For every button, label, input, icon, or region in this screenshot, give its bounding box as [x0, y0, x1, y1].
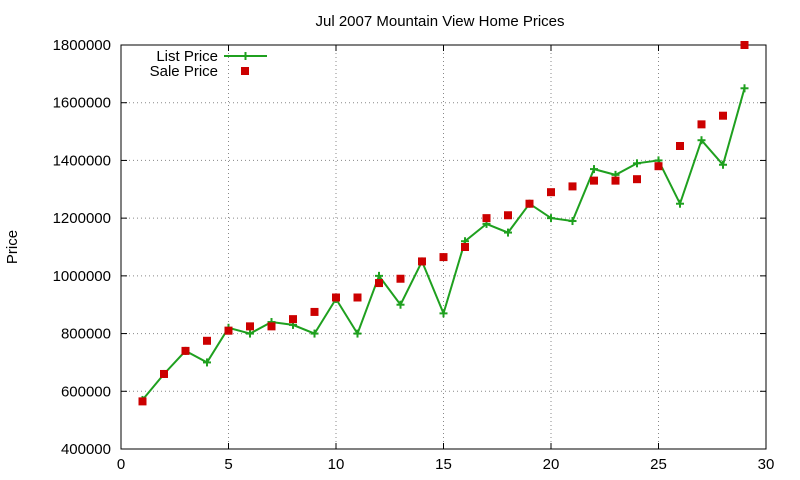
- sale-price-point: [740, 41, 749, 49]
- sale-price-point: [654, 162, 663, 171]
- sale-price-point: [568, 182, 577, 191]
- sale-price-point: [676, 142, 684, 150]
- sale-price-point: [396, 274, 405, 283]
- y-axis-label: Price: [4, 230, 21, 264]
- y-tick-label: 600000: [61, 383, 111, 400]
- list-price-point: [633, 159, 641, 168]
- sale-price-point: [590, 176, 598, 185]
- sale-price-point: [267, 322, 276, 331]
- list-price-point: [590, 165, 598, 174]
- sale-price-point: [289, 315, 297, 324]
- series-layer: [138, 41, 749, 406]
- sale-price-point: [611, 176, 620, 185]
- sale-price-point: [482, 214, 491, 223]
- sale-price-point: [224, 326, 233, 335]
- list-price-point: [547, 214, 555, 223]
- list-price-point: [375, 271, 383, 280]
- list-price-point: [740, 84, 749, 93]
- x-tick-label: 30: [758, 456, 775, 473]
- y-tick-label: 1600000: [53, 95, 111, 112]
- chart-title: Jul 2007 Mountain View Home Prices: [315, 13, 564, 30]
- sale-price-point: [332, 293, 340, 302]
- legend-swatch-sale-price: [241, 67, 249, 75]
- sale-price-point: [353, 293, 362, 302]
- x-tick-label: 15: [435, 456, 452, 473]
- sale-price-point: [525, 199, 534, 208]
- list-price-point: [719, 160, 727, 169]
- x-tick-label: 5: [224, 456, 232, 473]
- sale-price-point: [439, 253, 448, 262]
- y-tick-label: 400000: [61, 441, 111, 458]
- sale-price-point: [160, 369, 168, 378]
- y-tick-label: 1000000: [53, 268, 111, 285]
- list-price-point: [310, 329, 319, 338]
- y-tick-label: 1400000: [53, 152, 111, 169]
- list-price-point: [396, 300, 405, 309]
- sale-price-point: [375, 279, 383, 288]
- sale-price-point: [461, 243, 469, 251]
- sale-price-point: [138, 397, 147, 406]
- axis-ticks: 0 5 10 15 20 25 30 400000 600000 800000 1000000 120…: [53, 37, 775, 473]
- sale-price-point: [633, 175, 641, 184]
- x-tick-label: 20: [543, 456, 560, 473]
- sale-price-point: [418, 257, 426, 266]
- list-price-point: [353, 329, 362, 338]
- legend: List Price Sale Price: [150, 48, 267, 80]
- y-tick-label: 800000: [61, 326, 111, 343]
- list-price-point: [504, 228, 512, 237]
- sale-price-point: [181, 346, 190, 355]
- x-tick-label: 0: [117, 456, 125, 473]
- sale-price-point: [310, 307, 319, 316]
- list-price-point: [246, 329, 254, 338]
- x-tick-label: 10: [328, 456, 345, 473]
- y-tick-label: 1200000: [53, 210, 111, 227]
- x-tick-label: 25: [650, 456, 667, 473]
- sale-price-point: [719, 111, 727, 120]
- grid-lines: [121, 45, 766, 449]
- y-tick-label: 1800000: [53, 37, 111, 54]
- list-price-point: [676, 199, 684, 208]
- list-price-point: [439, 309, 448, 318]
- list-price-point: [697, 136, 706, 145]
- legend-label-list-price: List Price: [156, 48, 218, 65]
- sale-price-point: [246, 322, 254, 331]
- legend-label-sale-price: Sale Price: [150, 63, 218, 80]
- sale-price-point: [547, 188, 555, 197]
- sale-price-point: [203, 336, 211, 345]
- list-price-point: [568, 217, 577, 226]
- sale-price-point: [697, 120, 706, 129]
- list-price-point: [203, 358, 211, 367]
- sale-price-point: [504, 211, 512, 220]
